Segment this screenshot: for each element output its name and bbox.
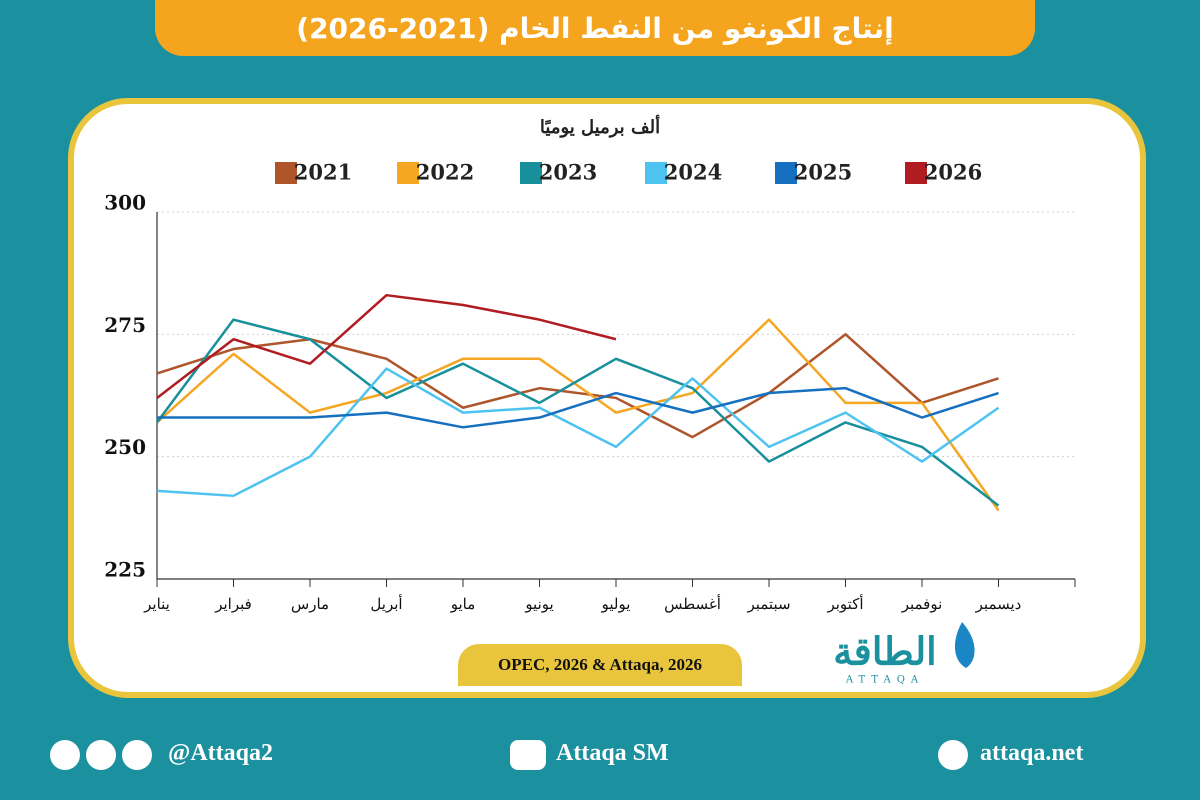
youtube-icon (510, 740, 546, 770)
logo: الطاقة ATTAQA (833, 622, 975, 686)
x-tick-label: أبريل (370, 594, 402, 613)
source-text: OPEC, 2026 & Attaqa, 2026 (498, 655, 702, 674)
x-tick-label: نوفمبر (901, 595, 943, 613)
x-tick-label: ديسمبر (975, 595, 1022, 613)
logo-drop (954, 622, 975, 668)
x-tick-label: يوليو (601, 595, 631, 613)
legend-label: 2024 (664, 160, 722, 185)
series-line (156, 293, 617, 399)
title-banner: إنتاج الكونغو من النفط الخام (2021-2026) (155, 0, 1035, 56)
legend-label: 2025 (794, 160, 852, 185)
instagram-icon (86, 740, 116, 770)
series-line (157, 386, 999, 429)
x-tick-label: فبراير (214, 595, 252, 613)
y-tick-label: 275 (104, 313, 146, 337)
legend-swatch (775, 162, 797, 184)
legend-label: 2021 (294, 160, 352, 185)
logo-latin: ATTAQA (845, 675, 924, 686)
y-tick-label: 300 (104, 191, 146, 215)
series-line (156, 367, 1000, 498)
legend-swatch (275, 162, 297, 184)
legend-swatch (645, 162, 667, 184)
x-icon (50, 740, 80, 770)
x-tick-label: أغسطس (664, 594, 721, 613)
x-tick-label: مارس (291, 595, 329, 613)
legend-swatch (520, 162, 542, 184)
web-icon (938, 740, 968, 770)
series-line (156, 318, 1000, 512)
facebook-icon (122, 740, 152, 770)
series-line (155, 318, 1000, 507)
legend-label: 2022 (416, 160, 474, 185)
x-tick-label: سبتمبر (746, 595, 790, 613)
website: attaqa.net (980, 740, 1084, 766)
x-tick-label: أكتوبر (826, 594, 863, 613)
x-tick-label: يناير (143, 595, 170, 613)
series-line (156, 333, 999, 439)
x-tick-label: يونيو (524, 595, 553, 613)
unit-label: ألف برميل يوميًا (540, 115, 660, 138)
logo-name: الطاقة (833, 629, 936, 674)
legend-swatch (905, 162, 927, 184)
chart-title: إنتاج الكونغو من النفط الخام (2021-2026) (296, 11, 894, 45)
social-handle: @Attaqa2 (168, 740, 273, 766)
legend-swatch (397, 162, 419, 184)
y-tick-label: 250 (104, 435, 146, 459)
legend-label: 2023 (539, 160, 597, 185)
source: OPEC, 2026 & Attaqa, 2026 (458, 644, 742, 686)
youtube-handle: Attaqa SM (556, 740, 669, 766)
legend-label: 2026 (924, 160, 982, 185)
x-tick-label: مايو (450, 595, 476, 613)
y-tick-label: 225 (104, 558, 146, 582)
